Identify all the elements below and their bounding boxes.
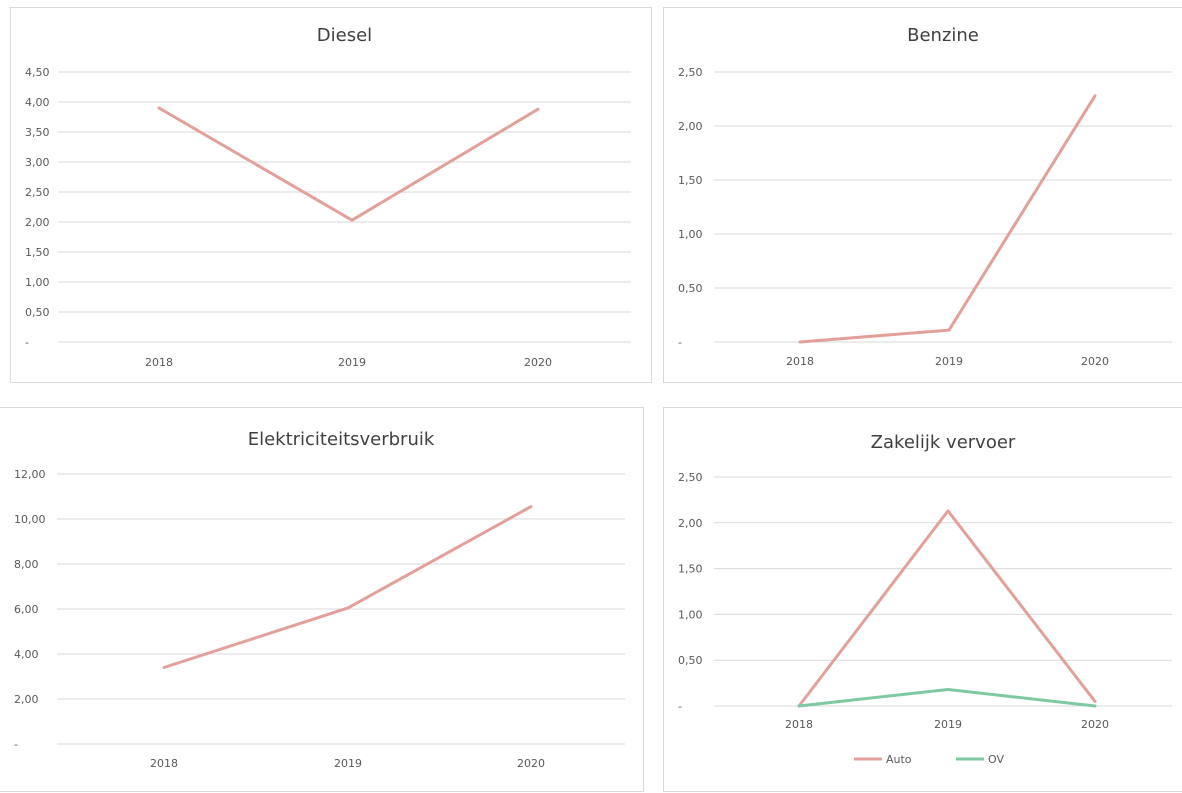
x-tick-label: 2019 xyxy=(935,355,963,368)
series-line xyxy=(800,96,1095,342)
y-tick-label: 10,00 xyxy=(14,513,46,526)
series-line xyxy=(164,507,531,668)
x-tick-label: 2019 xyxy=(934,718,962,731)
y-tick-label: 1,00 xyxy=(25,276,50,289)
x-tick-label: 2018 xyxy=(785,718,813,731)
y-tick-label: 2,00 xyxy=(25,216,50,229)
y-tick-label: 2,00 xyxy=(678,120,703,133)
x-tick-label: 2018 xyxy=(145,356,173,369)
chart-title: Zakelijk vervoer xyxy=(871,432,1016,453)
x-tick-label: 2018 xyxy=(150,757,178,770)
chart-title: Diesel xyxy=(317,25,372,46)
zakelijk-vervoer-chart-panel: Zakelijk vervoer - 0,50 1,00 1,50 2,00 2,50 201… xyxy=(663,407,1182,792)
y-tick-label: 4,50 xyxy=(25,66,50,79)
y-tick-label: 2,00 xyxy=(14,693,39,706)
y-tick-label: 8,00 xyxy=(14,558,39,571)
y-tick-label: 1,00 xyxy=(678,608,703,621)
y-tick-label: 2,50 xyxy=(678,471,703,484)
y-tick-label: 3,50 xyxy=(25,126,50,139)
elektriciteitsverbruik-chart-panel: Elektriciteitsverbruik - 2,00 4,00 6,00 8,00 1… xyxy=(0,407,644,792)
y-tick-label: 4,00 xyxy=(14,648,39,661)
y-tick-label: 4,00 xyxy=(25,96,50,109)
chart-svg: Diesel - 0,50 1,00 1,50 2,00 2,50 3,00 3,50 4,00 4… xyxy=(11,8,653,384)
x-tick-label: 2020 xyxy=(524,356,552,369)
series-line-auto xyxy=(799,511,1095,706)
x-tick-label: 2019 xyxy=(338,356,366,369)
chart-svg: Benzine - 0,50 1,00 1,50 2,00 2,50 2018 2019 2020 xyxy=(664,8,1182,384)
chart-title: Elektriciteitsverbruik xyxy=(248,429,435,450)
y-tick-label: - xyxy=(678,700,682,713)
x-tick-label: 2020 xyxy=(1081,355,1109,368)
y-tick-label: 1,50 xyxy=(678,563,703,576)
chart-title: Benzine xyxy=(907,25,979,46)
diesel-chart-panel: Diesel - 0,50 1,00 1,50 2,00 2,50 3,00 3,50 4,00 4… xyxy=(10,7,652,383)
series-line xyxy=(159,108,538,220)
y-tick-label: 2,50 xyxy=(678,66,703,79)
y-tick-label: 3,00 xyxy=(25,156,50,169)
x-tick-label: 2020 xyxy=(1081,718,1109,731)
y-tick-label: 0,50 xyxy=(678,282,703,295)
y-tick-label: 1,50 xyxy=(25,246,50,259)
y-tick-label: 12,00 xyxy=(14,468,46,481)
chart-svg: Elektriciteitsverbruik - 2,00 4,00 6,00 8,00 1… xyxy=(0,408,644,793)
series-line-ov xyxy=(799,690,1095,707)
y-tick-label: 0,50 xyxy=(678,654,703,667)
y-tick-label: 1,50 xyxy=(678,174,703,187)
y-tick-label: 2,00 xyxy=(678,517,703,530)
legend-label: OV xyxy=(988,753,1004,766)
benzine-chart-panel: Benzine - 0,50 1,00 1,50 2,00 2,50 2018 2019 2020 xyxy=(663,7,1182,383)
y-tick-label: - xyxy=(678,336,682,349)
x-tick-label: 2020 xyxy=(517,757,545,770)
y-tick-label: 0,50 xyxy=(25,306,50,319)
y-tick-label: 1,00 xyxy=(678,228,703,241)
legend-label: Auto xyxy=(886,753,912,766)
y-tick-label: - xyxy=(14,738,18,751)
x-tick-label: 2019 xyxy=(334,757,362,770)
x-tick-label: 2018 xyxy=(786,355,814,368)
chart-svg: Zakelijk vervoer - 0,50 1,00 1,50 2,00 2,50 201… xyxy=(664,408,1182,793)
y-tick-label: - xyxy=(25,336,29,349)
y-tick-label: 2,50 xyxy=(25,186,50,199)
y-tick-label: 6,00 xyxy=(14,603,39,616)
